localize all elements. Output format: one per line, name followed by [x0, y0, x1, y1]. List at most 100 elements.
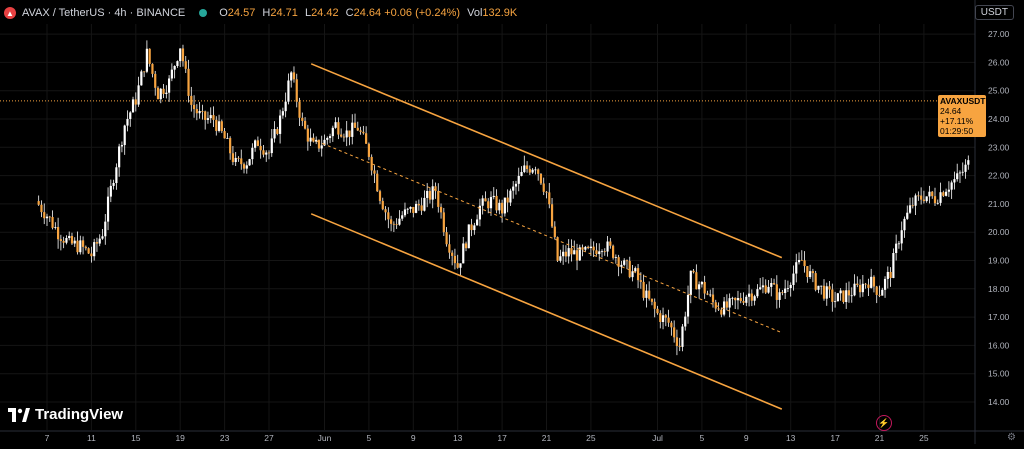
candle-body	[570, 248, 573, 255]
candle-body	[489, 197, 493, 209]
candle-body	[717, 308, 720, 310]
price-tag-countdown: 01:29:50	[940, 126, 974, 136]
candle-body	[623, 260, 626, 265]
candle-body	[953, 179, 956, 183]
candle-body	[373, 170, 376, 174]
candle-body	[423, 197, 426, 211]
candle-body	[484, 198, 487, 202]
candle-body	[839, 290, 842, 294]
candle-body	[476, 219, 479, 226]
y-tick-label: 15.00	[988, 369, 1010, 379]
candle-body	[756, 289, 759, 297]
candle-body	[617, 257, 620, 267]
candle-body	[645, 290, 648, 298]
candle-body	[270, 138, 273, 154]
candle-body	[753, 296, 756, 301]
candle-body	[656, 308, 659, 314]
ohlc-open-value: 24.57	[227, 7, 256, 19]
candle-body	[897, 243, 901, 245]
candle-body	[201, 110, 204, 112]
candle-body	[401, 215, 404, 219]
candle-body	[723, 301, 726, 315]
candle-body	[559, 256, 562, 261]
candle-body	[534, 169, 537, 171]
candle-body	[584, 246, 587, 250]
candle-body	[820, 285, 823, 287]
ohlc-open-key: O	[219, 7, 228, 19]
candle-body	[673, 327, 676, 338]
candle-body	[742, 301, 745, 303]
lightning-icon[interactable]: ⚡	[876, 415, 892, 431]
candle-body	[254, 140, 257, 148]
candle-body	[928, 191, 931, 197]
candle-body	[642, 281, 645, 298]
candle-body	[245, 165, 248, 169]
candle-body	[173, 66, 176, 70]
candle-body	[81, 240, 85, 247]
candle-body	[947, 189, 950, 192]
candle-body	[51, 217, 54, 228]
candle-body	[159, 88, 162, 100]
x-tick-label: 25	[586, 433, 596, 443]
candle-body	[817, 285, 820, 290]
candle-body	[498, 202, 501, 211]
candle-body	[725, 301, 728, 308]
candle-body	[739, 298, 742, 302]
last-price-tag: AVAXUSDT 24.64 +17.11% 01:29:50	[938, 95, 986, 137]
price-tag-price: 24.64	[940, 106, 962, 116]
candle-body	[87, 248, 90, 254]
candle-body	[176, 61, 179, 67]
candle-body	[259, 145, 262, 151]
candle-body	[964, 164, 967, 172]
x-tick-label: 9	[411, 433, 416, 443]
x-tick-label: Jul	[652, 433, 663, 443]
volume-key: Vol	[467, 7, 483, 19]
candle-body	[786, 288, 790, 289]
candle-body	[612, 245, 615, 258]
symbol-title[interactable]: AVAX / TetherUS · 4h · BINANCE	[22, 7, 186, 19]
candle-body	[842, 290, 845, 303]
settings-gear-icon[interactable]: ⚙	[1007, 432, 1016, 443]
currency-select-button[interactable]: USDT	[974, 5, 1014, 20]
x-tick-label: 13	[786, 433, 796, 443]
candle-body	[90, 253, 93, 257]
candle-body	[614, 257, 617, 258]
candle-body	[370, 156, 373, 171]
candle-body	[378, 191, 382, 201]
candle-body	[553, 226, 556, 238]
tradingview-logo[interactable]: TradingView	[8, 406, 123, 423]
ohlc-high-key: H	[262, 7, 271, 19]
candle-body	[564, 251, 568, 257]
candle-body	[395, 224, 398, 226]
y-tick-label: 23.00	[988, 142, 1010, 152]
candle-body	[45, 216, 49, 219]
candle-body	[195, 109, 198, 114]
candle-body	[412, 206, 415, 213]
candle-body	[73, 240, 76, 244]
candle-body	[581, 247, 584, 250]
candle-body	[320, 145, 323, 149]
channel-mid-line	[310, 138, 783, 334]
candle-body	[639, 280, 642, 282]
candle-body	[634, 268, 637, 272]
candle-body	[265, 152, 268, 155]
candle-body	[825, 286, 828, 299]
candle-body	[537, 169, 540, 174]
candle-body	[775, 284, 778, 300]
candle-body	[878, 294, 881, 296]
candle-body	[692, 270, 695, 273]
candle-body	[65, 238, 68, 243]
candle-body	[567, 248, 570, 257]
candle-body	[695, 272, 698, 290]
candle-body	[678, 345, 681, 347]
y-tick-label: 27.00	[988, 29, 1010, 39]
candle-body	[908, 205, 912, 213]
candle-body	[670, 322, 673, 328]
y-tick-label: 21.00	[988, 199, 1010, 209]
candle-body	[747, 293, 751, 297]
candle-body	[215, 119, 218, 131]
candle-body	[556, 237, 559, 261]
candle-body	[961, 171, 964, 173]
